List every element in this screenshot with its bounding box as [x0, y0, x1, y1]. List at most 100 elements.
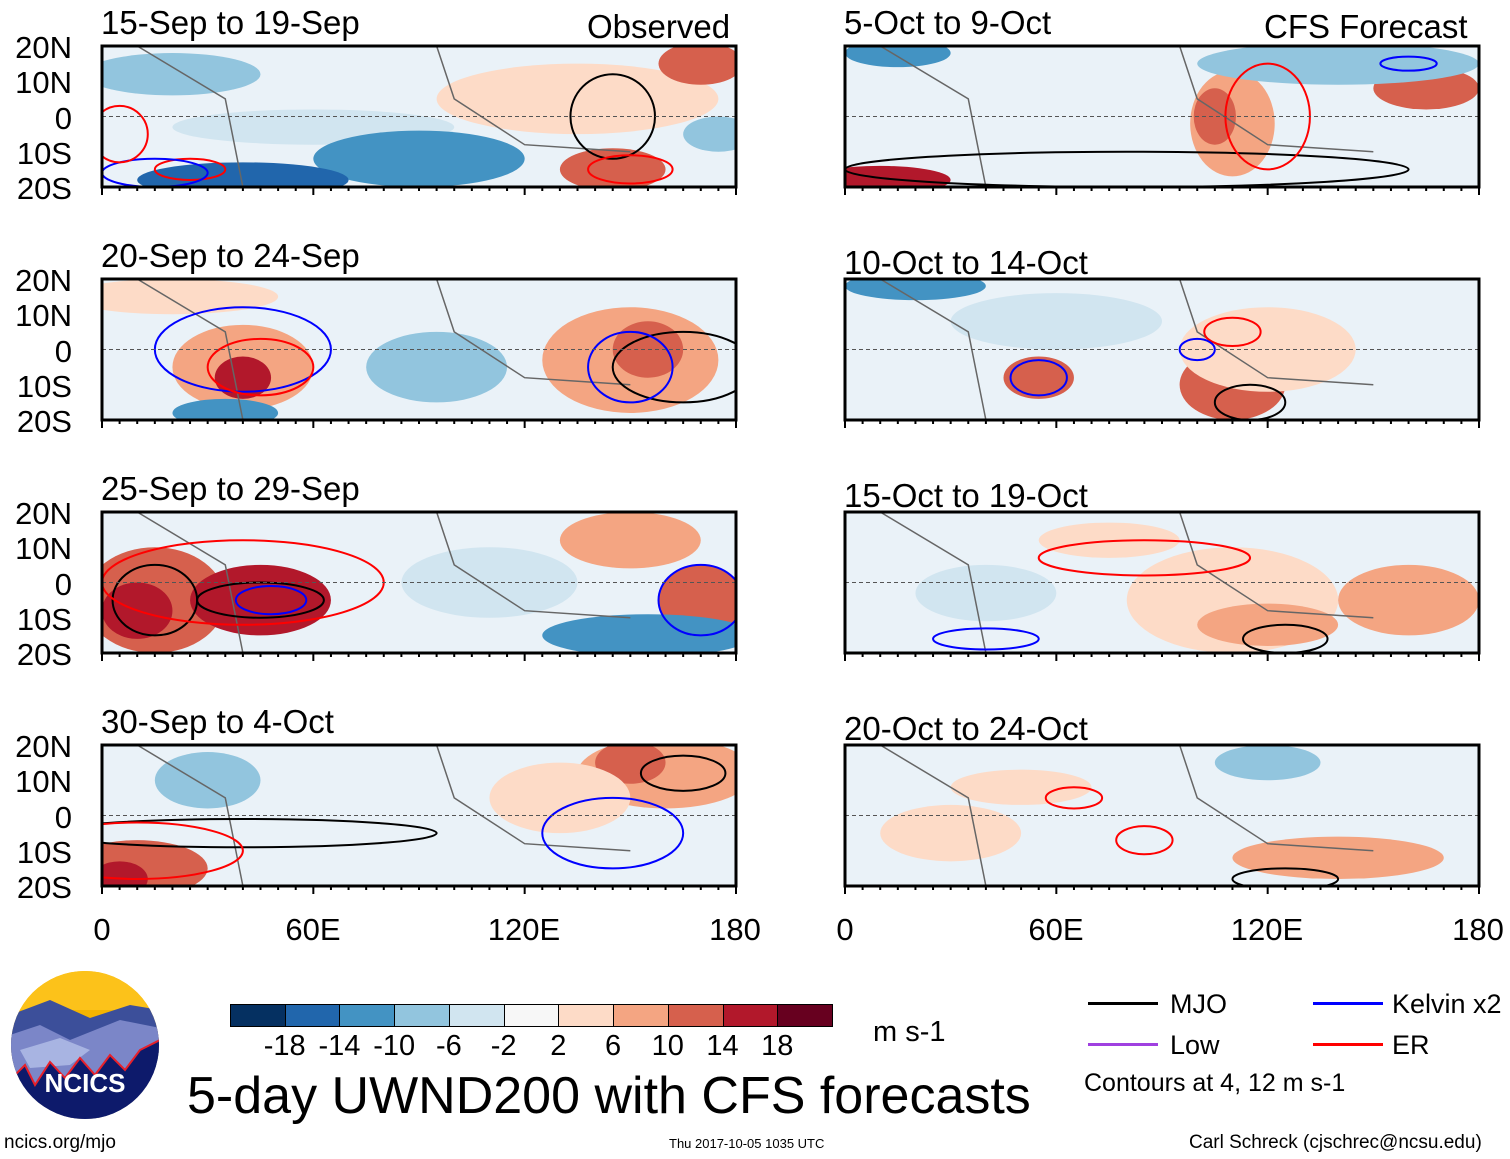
colorbar-label: -2: [490, 1030, 517, 1062]
panel-title: 25-Sep to 29-Sep: [101, 470, 360, 507]
coastline: [879, 279, 987, 420]
lon-label-left-180: 180: [709, 912, 761, 947]
panel-title: 20-Sep to 24-Sep: [101, 237, 360, 274]
wave-contour: [845, 150, 1410, 187]
colorbar-label: 2: [550, 1030, 567, 1062]
wave-contour: [102, 157, 209, 187]
colorbar-label: -14: [318, 1030, 361, 1062]
map-panel: [100, 277, 738, 428]
lat-label: 0: [54, 566, 72, 602]
wind-anomaly-shading: [658, 46, 736, 85]
colorbar-swatch: [284, 1004, 341, 1027]
wind-anomaly-shading: [1197, 603, 1339, 646]
map-panel: [843, 44, 1481, 195]
ncics-logo: NCICS: [11, 971, 159, 1119]
lon-label-right-180: 180: [1452, 912, 1504, 947]
wave-contour: [1115, 825, 1174, 856]
lon-label-left-0: 0: [93, 912, 111, 947]
wind-anomaly-shading: [595, 745, 666, 784]
wave-contour: [639, 754, 727, 792]
lon-label-left-60e: 60E: [285, 912, 341, 947]
wind-anomaly-shading: [880, 804, 1022, 862]
lat-label: 10S: [16, 834, 72, 870]
colorbar-swatch: [777, 1004, 833, 1027]
wind-anomaly-shading: [214, 356, 272, 399]
panel-title: 10-Oct to 14-Oct: [844, 244, 1088, 281]
lat-label: 0: [54, 333, 72, 369]
wave-contour: [1379, 55, 1438, 72]
observed-header: Observed: [587, 8, 731, 45]
wind-anomaly-shading: [1232, 836, 1444, 879]
contour-note: Contours at 4, 12 m s-1: [1084, 1069, 1346, 1097]
wave-contour: [234, 585, 308, 616]
coastline: [435, 46, 631, 153]
wave-contour: [1044, 786, 1104, 810]
legend-low-label: Low: [1170, 1030, 1220, 1060]
wave-contour: [102, 821, 244, 880]
footer-url[interactable]: ncics.org/mjo: [4, 1132, 116, 1153]
footer-author: Carl Schreck (cjschrec@ncsu.edu): [1189, 1132, 1482, 1153]
lat-label: 10N: [15, 65, 72, 101]
legend-mjo-label: MJO: [1170, 989, 1227, 1019]
wave-contour: [153, 157, 227, 181]
colorbar-swatch: [613, 1004, 669, 1027]
wave-contour: [1242, 623, 1329, 653]
wind-anomaly-shading: [137, 162, 349, 187]
colorbar-swatch: [503, 1004, 560, 1027]
wave-contour: [569, 73, 656, 160]
wave-contour: [111, 563, 199, 637]
legend-er-label: ER: [1392, 1030, 1430, 1060]
wave-contour: [206, 337, 315, 397]
lat-label: 20S: [16, 870, 72, 905]
lon-label-right-60e: 60E: [1028, 912, 1084, 947]
map-panel: [843, 743, 1481, 894]
lon-label-left-120e: 120E: [487, 912, 561, 947]
map-panel: [100, 743, 738, 894]
colorbar-label: -18: [263, 1030, 306, 1062]
wave-contour: [587, 154, 674, 185]
wind-anomaly-shading: [154, 752, 261, 809]
wind-anomaly-shading: [559, 512, 701, 569]
wind-anomaly-shading: [190, 564, 331, 636]
map-panel: [843, 277, 1481, 428]
lat-label: 20S: [16, 171, 72, 206]
wind-anomaly-shading: [1193, 88, 1236, 145]
colorbar-swatch: [339, 1004, 396, 1027]
lat-label: 10N: [15, 764, 72, 800]
coastline: [1178, 279, 1374, 386]
wind-anomaly-shading: [683, 116, 736, 152]
colorbar-label: 18: [761, 1030, 794, 1062]
coastline: [435, 279, 631, 386]
legend-mjo-line: [1088, 1002, 1158, 1005]
lat-label: 20S: [16, 404, 72, 439]
colorbar-label: 6: [605, 1030, 622, 1062]
lat-label: 10N: [15, 531, 72, 567]
colorbar-swatch: [394, 1004, 450, 1027]
coastline: [879, 512, 987, 653]
coastline: [1178, 512, 1374, 619]
panel-title: 5-Oct to 9-Oct: [844, 4, 1052, 41]
map-panel: [100, 44, 738, 195]
panel-title: 20-Oct to 24-Oct: [844, 710, 1088, 747]
wind-anomaly-shading: [1214, 745, 1321, 781]
colorbar-swatch: [558, 1004, 615, 1027]
legend-er-line: [1313, 1043, 1383, 1046]
lat-label: 10S: [16, 368, 72, 404]
footer-timestamp: Thu 2017-10-05 1035 UTC: [669, 1136, 825, 1151]
lat-label: 20N: [15, 729, 72, 764]
wind-anomaly-shading: [559, 148, 666, 187]
coastline: [136, 46, 244, 187]
wind-anomaly-shading: [172, 398, 279, 420]
wave-contour: [1213, 383, 1287, 420]
wind-anomaly-shading: [366, 331, 508, 403]
legend-kelvin-line: [1313, 1002, 1383, 1005]
colorbar-swatch: [230, 1004, 286, 1027]
map-panel: [100, 510, 738, 661]
coastline: [136, 512, 244, 653]
lat-label: 20S: [16, 637, 72, 672]
panel-title: 15-Sep to 19-Sep: [101, 4, 360, 41]
colorbar-label: -6: [436, 1030, 462, 1062]
wave-contour: [587, 330, 674, 404]
colorbar-swatch: [722, 1004, 779, 1027]
